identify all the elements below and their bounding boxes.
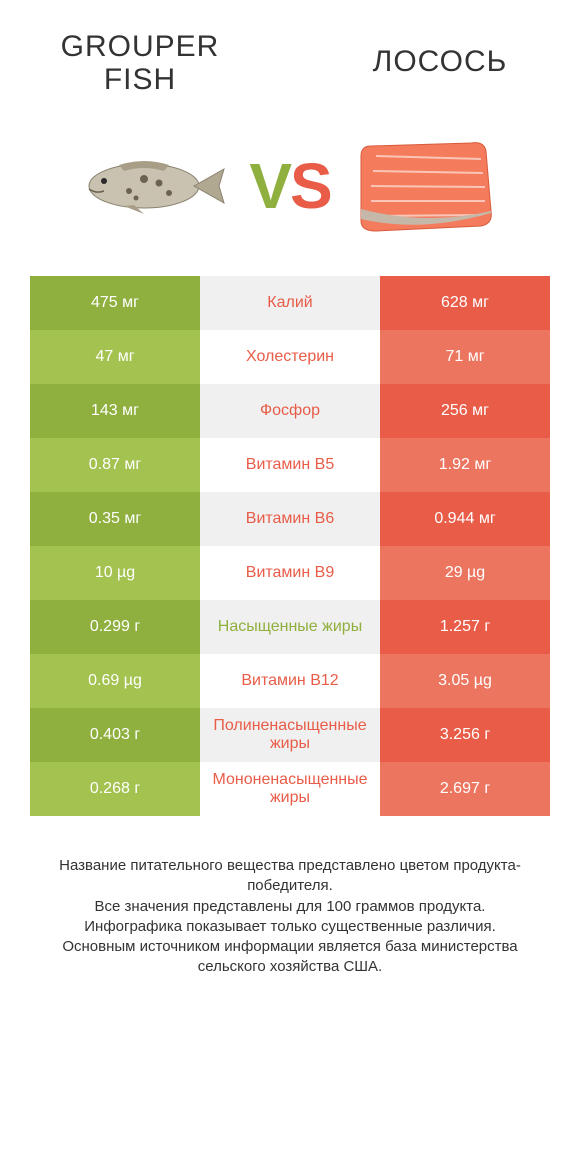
nutrient-label: Насыщенные жиры [200, 600, 380, 654]
vs-s-letter: S [290, 150, 331, 222]
value-right: 71 мг [380, 330, 550, 384]
footnote: Название питательного вещества представл… [0, 816, 580, 998]
grouper-fish-icon [74, 151, 234, 221]
nutrient-label: Витамин B5 [200, 438, 380, 492]
value-left: 0.403 г [30, 708, 200, 762]
table-row: 0.403 гПолиненасыщенные жиры3.256 г [30, 708, 550, 762]
vs-label: VS [249, 149, 330, 223]
product-title-left: GROUPERFISH [40, 30, 240, 96]
table-row: 0.35 мгВитамин B60.944 мг [30, 492, 550, 546]
value-left: 0.299 г [30, 600, 200, 654]
comparison-table: 475 мгКалий628 мг47 мгХолестерин71 мг143… [30, 276, 550, 816]
table-row: 10 µgВитамин B929 µg [30, 546, 550, 600]
vs-v-letter: V [249, 150, 290, 222]
nutrient-label: Витамин B12 [200, 654, 380, 708]
value-left: 0.268 г [30, 762, 200, 816]
value-left: 143 мг [30, 384, 200, 438]
nutrient-label: Холестерин [200, 330, 380, 384]
value-left: 0.35 мг [30, 492, 200, 546]
table-row: 47 мгХолестерин71 мг [30, 330, 550, 384]
salmon-image [341, 126, 511, 246]
value-right: 29 µg [380, 546, 550, 600]
table-row: 475 мгКалий628 мг [30, 276, 550, 330]
grouper-image [69, 126, 239, 246]
value-right: 256 мг [380, 384, 550, 438]
table-row: 0.69 µgВитамин B123.05 µg [30, 654, 550, 708]
value-left: 0.69 µg [30, 654, 200, 708]
value-left: 475 мг [30, 276, 200, 330]
footnote-line: Все значения представлены для 100 граммо… [30, 897, 550, 917]
value-right: 1.92 мг [380, 438, 550, 492]
nutrient-label: Витамин B9 [200, 546, 380, 600]
nutrient-label: Полиненасыщенные жиры [200, 708, 380, 762]
table-row: 0.87 мгВитамин B51.92 мг [30, 438, 550, 492]
value-right: 3.256 г [380, 708, 550, 762]
footnote-line: Основным источником информации является … [30, 937, 550, 978]
vs-row: VS [0, 106, 580, 276]
value-left: 10 µg [30, 546, 200, 600]
value-right: 0.944 мг [380, 492, 550, 546]
nutrient-label: Витамин B6 [200, 492, 380, 546]
value-right: 628 мг [380, 276, 550, 330]
table-row: 0.268 гМононенасыщенные жиры2.697 г [30, 762, 550, 816]
nutrient-label: Мононенасыщенные жиры [200, 762, 380, 816]
footnote-line: Инфографика показывает только существенн… [30, 917, 550, 937]
value-left: 0.87 мг [30, 438, 200, 492]
value-left: 47 мг [30, 330, 200, 384]
header: GROUPERFISH ЛОСОСЬ [0, 0, 580, 106]
nutrient-label: Фосфор [200, 384, 380, 438]
product-title-right: ЛОСОСЬ [340, 30, 540, 78]
salmon-fillet-icon [351, 131, 501, 241]
nutrient-label: Калий [200, 276, 380, 330]
table-row: 0.299 гНасыщенные жиры1.257 г [30, 600, 550, 654]
value-right: 1.257 г [380, 600, 550, 654]
footnote-line: Название питательного вещества представл… [30, 856, 550, 897]
table-row: 143 мгФосфор256 мг [30, 384, 550, 438]
value-right: 2.697 г [380, 762, 550, 816]
value-right: 3.05 µg [380, 654, 550, 708]
